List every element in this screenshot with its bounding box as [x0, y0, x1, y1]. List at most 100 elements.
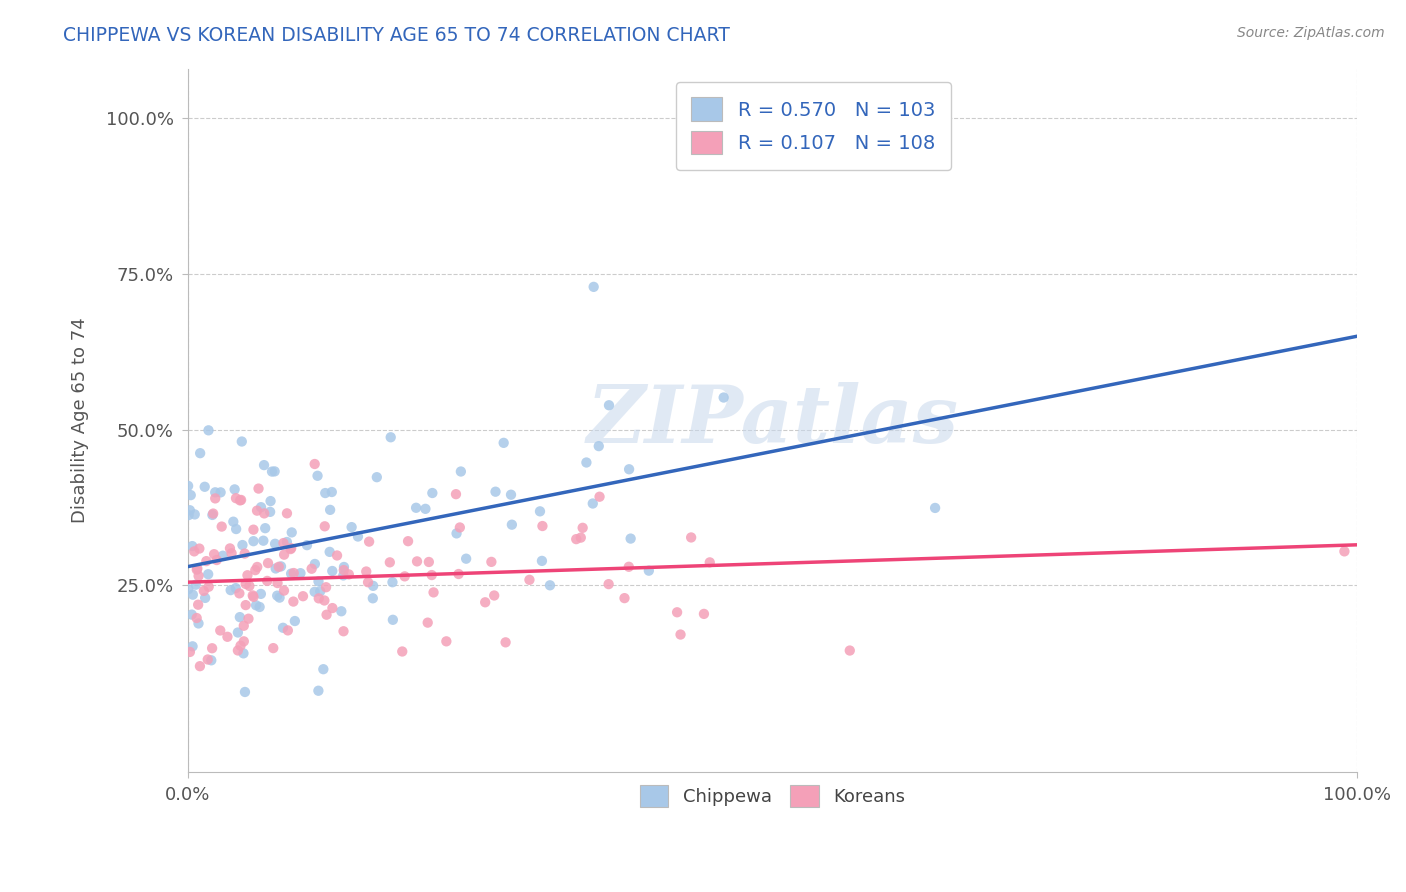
- Point: [312, 662, 335, 676]
- Point: [838, 643, 860, 657]
- Point: [446, 526, 468, 541]
- Point: [304, 557, 326, 571]
- Point: [444, 487, 467, 501]
- Point: [501, 517, 523, 532]
- Point: [394, 569, 416, 583]
- Point: [474, 595, 496, 609]
- Point: [582, 496, 605, 510]
- Point: [681, 531, 703, 545]
- Point: [354, 565, 377, 579]
- Point: [259, 505, 281, 519]
- Point: [396, 534, 419, 549]
- Point: [183, 544, 205, 558]
- Point: [307, 683, 329, 698]
- Point: [361, 591, 384, 606]
- Point: [571, 521, 593, 535]
- Point: [264, 537, 287, 551]
- Point: [202, 547, 225, 561]
- Point: [699, 555, 721, 569]
- Point: [221, 546, 243, 560]
- Point: [347, 529, 370, 543]
- Point: [332, 624, 354, 639]
- Point: [447, 567, 470, 582]
- Point: [209, 624, 232, 638]
- Point: [378, 555, 401, 569]
- Point: [204, 485, 226, 500]
- Point: [530, 554, 553, 568]
- Point: [194, 591, 217, 605]
- Point: [219, 583, 242, 598]
- Point: [177, 582, 200, 597]
- Point: [304, 584, 326, 599]
- Point: [301, 562, 323, 576]
- Point: [201, 641, 224, 656]
- Point: [186, 561, 208, 575]
- Point: [283, 594, 305, 608]
- Point: [321, 564, 343, 578]
- Point: [202, 507, 225, 521]
- Point: [257, 556, 280, 570]
- Point: [204, 491, 226, 506]
- Point: [617, 462, 640, 476]
- Point: [565, 532, 588, 546]
- Point: [233, 547, 256, 561]
- Point: [422, 486, 444, 500]
- Point: [236, 568, 259, 582]
- Y-axis label: Disability Age 65 to 74: Disability Age 65 to 74: [72, 318, 89, 524]
- Point: [267, 559, 290, 574]
- Point: [233, 685, 256, 699]
- Point: [260, 465, 283, 479]
- Point: [177, 508, 200, 522]
- Point: [292, 589, 315, 603]
- Point: [269, 591, 291, 605]
- Point: [307, 468, 329, 483]
- Point: [250, 500, 273, 515]
- Point: [333, 563, 356, 577]
- Point: [280, 541, 302, 556]
- Point: [263, 464, 285, 478]
- Point: [637, 564, 659, 578]
- Point: [264, 561, 287, 575]
- Point: [366, 470, 388, 484]
- Point: [266, 576, 288, 591]
- Point: [222, 515, 245, 529]
- Point: [235, 577, 257, 591]
- Point: [415, 501, 437, 516]
- Point: [229, 639, 252, 653]
- Point: [188, 659, 211, 673]
- Point: [479, 555, 502, 569]
- Text: CHIPPEWA VS KOREAN DISABILITY AGE 65 TO 74 CORRELATION CHART: CHIPPEWA VS KOREAN DISABILITY AGE 65 TO …: [63, 26, 730, 45]
- Point: [200, 653, 222, 667]
- Point: [184, 578, 207, 592]
- Text: ZIPatlas: ZIPatlas: [586, 382, 959, 459]
- Point: [340, 520, 363, 534]
- Point: [283, 566, 305, 580]
- Point: [380, 430, 402, 444]
- Point: [405, 500, 427, 515]
- Point: [246, 503, 269, 517]
- Point: [519, 573, 541, 587]
- Point: [482, 589, 505, 603]
- Point: [197, 423, 219, 437]
- Point: [179, 645, 201, 659]
- Point: [231, 538, 253, 552]
- Point: [238, 612, 260, 626]
- Point: [179, 503, 201, 517]
- Point: [273, 583, 295, 598]
- Point: [713, 391, 735, 405]
- Point: [666, 605, 689, 619]
- Point: [225, 522, 247, 536]
- Point: [381, 613, 404, 627]
- Point: [582, 280, 605, 294]
- Point: [242, 590, 264, 604]
- Point: [259, 494, 281, 508]
- Point: [434, 634, 457, 648]
- Point: [229, 493, 252, 508]
- Point: [420, 568, 443, 582]
- Point: [418, 555, 440, 569]
- Point: [499, 488, 522, 502]
- Point: [359, 534, 381, 549]
- Point: [186, 563, 208, 577]
- Point: [529, 504, 551, 518]
- Point: [575, 455, 598, 469]
